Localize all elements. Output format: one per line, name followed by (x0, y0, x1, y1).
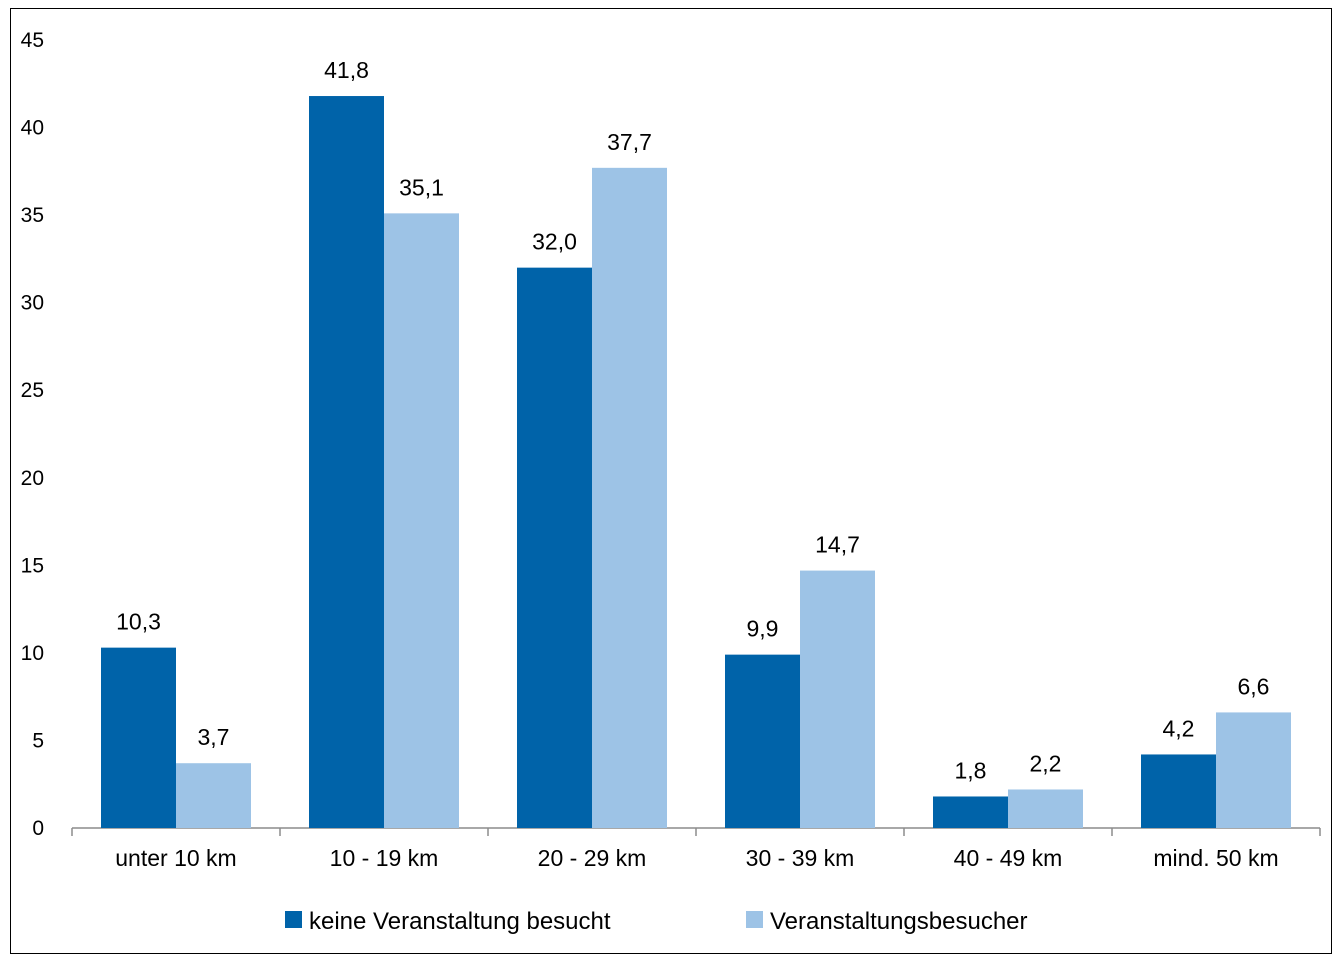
bar-keine-veranstaltung-besucht-10-19-km (309, 96, 384, 828)
legend-swatch-keine-veranstaltung (285, 911, 302, 928)
y-tick-label-5: 5 (32, 729, 44, 752)
category-label-10-19-km: 10 - 19 km (330, 845, 439, 871)
data-label-veranstaltungsbesucher-30-39-km: 14,7 (815, 532, 860, 558)
data-label-keine-veranstaltung-besucht-30-39-km: 9,9 (747, 616, 779, 642)
legend: keine Veranstaltung besucht Veranstaltun… (285, 908, 1028, 935)
y-tick-label-40: 40 (21, 117, 44, 140)
data-labels: 10,3 3,7 41,8 35,1 32,0 37,7 9,9 14,7 1,8 2,2 4,2 6… (116, 57, 1269, 783)
bar-veranstaltungsbesucher-20-29-km (592, 168, 667, 828)
data-label-veranstaltungsbesucher-40-49-km: 2,2 (1030, 750, 1062, 776)
bar-veranstaltungsbesucher-unter-10-km (176, 763, 251, 828)
data-label-keine-veranstaltung-besucht-20-29-km: 32,0 (532, 229, 577, 255)
category-label-20-29-km: 20 - 29 km (538, 845, 647, 871)
y-axis: 0 5 10 15 20 25 30 35 40 45 (21, 29, 44, 840)
legend-swatch-veranstaltungsbesucher (746, 911, 763, 928)
bars (101, 96, 1291, 828)
data-label-keine-veranstaltung-besucht-mind-50-km: 4,2 (1163, 715, 1195, 741)
bar-veranstaltungsbesucher-10-19-km (384, 213, 459, 828)
data-label-veranstaltungsbesucher-10-19-km: 35,1 (399, 174, 444, 200)
x-axis: unter 10 km 10 - 19 km 20 - 29 km 30 - 39 k… (72, 828, 1320, 871)
legend-label-veranstaltungsbesucher: Veranstaltungsbesucher (770, 908, 1028, 935)
y-tick-label-15: 15 (21, 554, 44, 577)
category-label-40-49-km: 40 - 49 km (954, 845, 1063, 871)
y-tick-label-20: 20 (21, 467, 44, 490)
y-tick-label-25: 25 (21, 379, 44, 402)
bar-keine-veranstaltung-besucht-40-49-km (933, 796, 1008, 828)
bar-veranstaltungsbesucher-mind-50-km (1216, 712, 1291, 828)
category-label-30-39-km: 30 - 39 km (746, 845, 855, 871)
bar-keine-veranstaltung-besucht-mind-50-km (1141, 754, 1216, 828)
legend-label-keine-veranstaltung: keine Veranstaltung besucht (309, 908, 611, 935)
data-label-veranstaltungsbesucher-20-29-km: 37,7 (607, 129, 652, 155)
y-tick-label-35: 35 (21, 204, 44, 227)
bar-keine-veranstaltung-besucht-30-39-km (725, 655, 800, 828)
data-label-veranstaltungsbesucher-unter-10-km: 3,7 (198, 724, 230, 750)
y-tick-label-10: 10 (21, 642, 44, 665)
bar-keine-veranstaltung-besucht-20-29-km (517, 268, 592, 828)
y-tick-label-0: 0 (32, 817, 44, 840)
y-tick-label-45: 45 (21, 29, 44, 52)
bar-veranstaltungsbesucher-30-39-km (800, 571, 875, 828)
bar-keine-veranstaltung-besucht-unter-10-km (101, 648, 176, 828)
y-tick-label-30: 30 (21, 292, 44, 315)
bar-veranstaltungsbesucher-40-49-km (1008, 789, 1083, 828)
data-label-keine-veranstaltung-besucht-40-49-km: 1,8 (955, 757, 987, 783)
category-label-unter-10-km: unter 10 km (115, 845, 236, 871)
category-label-mind-50-km: mind. 50 km (1153, 845, 1278, 871)
data-label-veranstaltungsbesucher-mind-50-km: 6,6 (1238, 673, 1270, 699)
data-label-keine-veranstaltung-besucht-10-19-km: 41,8 (324, 57, 369, 83)
data-label-keine-veranstaltung-besucht-unter-10-km: 10,3 (116, 609, 161, 635)
